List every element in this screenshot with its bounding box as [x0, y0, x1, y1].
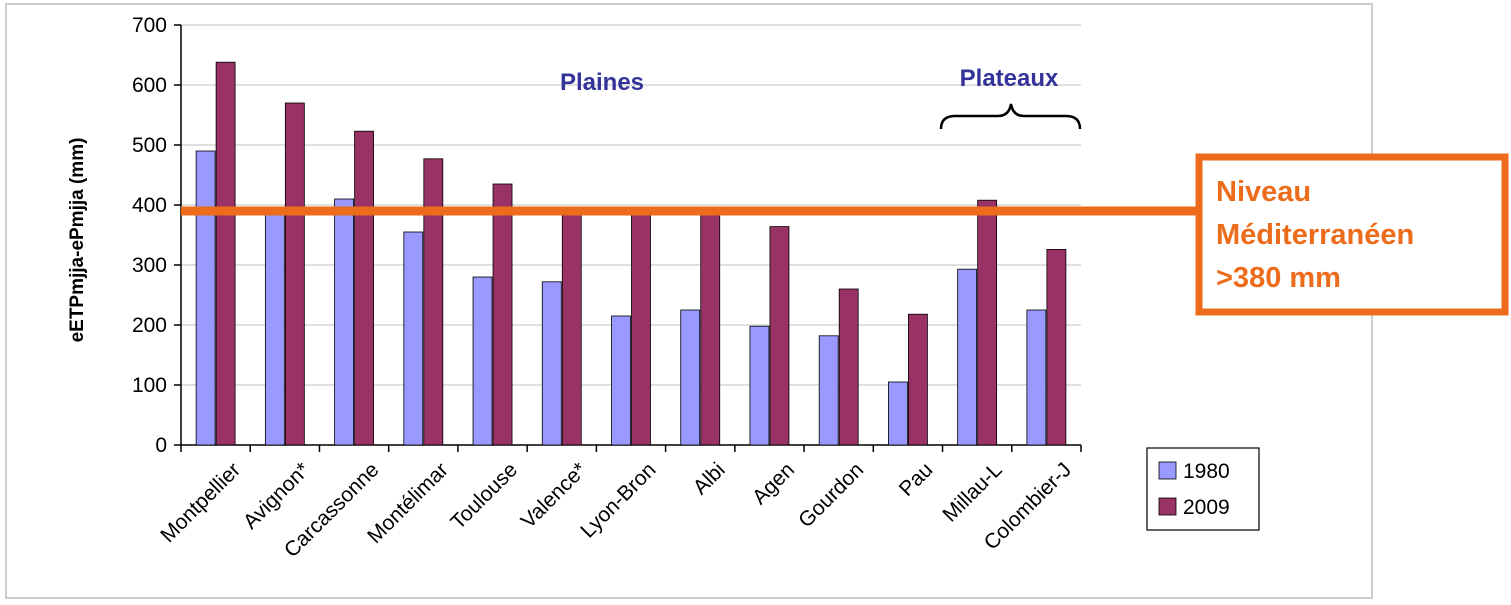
annotation-line: Méditerranéen: [1216, 219, 1414, 251]
bar-1980-pau: [888, 381, 908, 446]
bar-1980-avignon-: [264, 210, 285, 446]
y-tick-label: 100: [132, 374, 167, 397]
y-tick-label: 400: [132, 194, 167, 217]
y-tick-label: 600: [132, 74, 167, 97]
legend-swatch: [1158, 461, 1177, 480]
annotation-text: Niveau Méditerranéen >380 mm: [1216, 176, 1414, 294]
bar-2009-gourdon: [838, 288, 859, 446]
y-tick-label: 500: [132, 134, 167, 157]
legend-label: 1980: [1183, 460, 1230, 483]
bar-2009-mont-limar: [423, 158, 444, 446]
bar-1980-montpellier: [195, 150, 216, 446]
bar-2009-carcassonne: [354, 130, 374, 446]
y-axis-label: eETPmjja-ePmjja (mm): [67, 138, 88, 343]
bar-1980-carcassonne: [334, 198, 354, 446]
bar-2009-lyon-bron: [631, 210, 651, 446]
bar-1980-toulouse: [472, 276, 493, 446]
group-label-plateaux: Plateaux: [960, 65, 1059, 92]
bar-1980-agen: [749, 325, 770, 446]
annotation-line: >380 mm: [1216, 262, 1341, 294]
bar-2009-valence-: [561, 210, 582, 446]
group-label-plaines: Plaines: [560, 69, 644, 96]
bar-2009-toulouse: [492, 183, 513, 446]
annotation-line: Niveau: [1216, 176, 1311, 208]
legend-label: 2009: [1183, 496, 1230, 519]
bar-2009-pau: [908, 313, 928, 446]
legend-swatch: [1158, 497, 1177, 516]
y-tick-label: 200: [132, 314, 167, 337]
bar-2009-agen: [769, 226, 790, 446]
bar-1980-millau-l: [957, 268, 978, 446]
legend: 1980 2009: [1146, 447, 1260, 531]
bar-2009-albi: [700, 213, 721, 446]
bar-2009-montpellier: [215, 61, 236, 446]
plateaux-brace: [939, 103, 1082, 130]
bar-1980-gourdon: [818, 335, 839, 446]
bar-2009-millau-l: [977, 199, 998, 446]
y-tick-label: 300: [132, 254, 167, 277]
bar-1980-albi: [680, 309, 701, 446]
bar-1980-valence-: [541, 281, 562, 446]
annotation-box: [1195, 153, 1509, 316]
bar-1980-lyon-bron: [611, 315, 631, 446]
bar-1980-colombier-j: [1026, 309, 1047, 446]
bar-2009-avignon-: [284, 102, 305, 446]
bar-1980-mont-limar: [403, 231, 424, 446]
bar-2009-colombier-j: [1046, 248, 1067, 446]
y-tick-label: 0: [155, 434, 167, 457]
y-tick-label: 700: [132, 14, 167, 37]
